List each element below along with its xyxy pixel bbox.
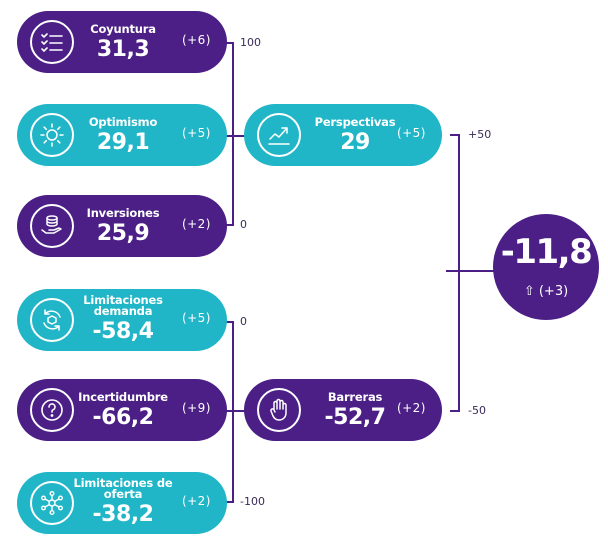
- connector-main-tick-bottom: [450, 410, 460, 412]
- indicator-label: Optimismo: [88, 115, 158, 129]
- scale-main-top: +50: [468, 128, 492, 141]
- connector-lower-vertical: [232, 321, 234, 503]
- cycle-box-icon: [30, 298, 74, 342]
- indicator-delta: (+9): [181, 401, 211, 415]
- scale-lower-bottom: -100: [240, 495, 265, 508]
- scale-lower-top: 0: [240, 315, 247, 328]
- connector-main-vertical: [458, 134, 460, 412]
- connector-upper-tick-bottom: [224, 224, 234, 226]
- indicator-limitaciones-demanda: Limitaciones demanda -58,4 (+5): [17, 289, 227, 351]
- indicator-delta: (+6): [181, 33, 211, 47]
- connector-main-to-total: [446, 270, 494, 272]
- group-barreras: Barreras -52,7 (+2): [244, 379, 442, 441]
- scale-upper-top: 100: [240, 36, 261, 49]
- indicator-value: 31,3: [96, 37, 150, 62]
- indicator-inversiones: Inversiones 25,9 (+2): [17, 195, 227, 257]
- indicator-value: -58,4: [92, 319, 154, 344]
- indicator-value: 29,1: [96, 130, 150, 155]
- indicator-coyuntura: Coyuntura 31,3 (+6): [17, 11, 227, 73]
- connector-upper-to-perspectivas: [226, 135, 246, 137]
- indicator-label: Limitaciones de oferta: [73, 476, 173, 501]
- scale-main-bottom: -50: [468, 404, 486, 417]
- group-label: Perspectivas: [314, 115, 396, 129]
- indicator-value: 25,9: [96, 221, 150, 246]
- connector-lower-tick-top: [224, 321, 234, 323]
- indicator-limitaciones-oferta: Limitaciones de oferta -38,2 (+2): [17, 472, 227, 534]
- group-label: Barreras: [327, 390, 383, 404]
- indicator-delta: (+5): [181, 311, 211, 325]
- coins-hand-icon: [30, 204, 74, 248]
- network-icon: [30, 481, 74, 525]
- indicator-delta: (+2): [181, 494, 211, 508]
- group-delta: (+5): [396, 126, 426, 140]
- connector-main-tick-top: [450, 134, 460, 136]
- total-delta-row: ⇧ (+3): [493, 284, 599, 299]
- connector-lower-to-barreras: [226, 410, 246, 412]
- sun-icon: [30, 113, 74, 157]
- indicator-label: Coyuntura: [90, 22, 156, 36]
- indicator-delta: (+2): [181, 217, 211, 231]
- group-value: 29: [340, 130, 370, 155]
- group-perspectivas: Perspectivas 29 (+5): [244, 104, 442, 166]
- total-value: -11,8: [500, 232, 593, 272]
- connector-upper-vertical: [232, 42, 234, 226]
- total-index-circle: -11,8 ⇧ (+3): [493, 214, 599, 320]
- connector-upper-tick-top: [224, 42, 234, 44]
- group-value: -52,7: [324, 405, 386, 430]
- up-arrow-icon: ⇧: [523, 284, 535, 299]
- indicator-value: -66,2: [92, 405, 154, 430]
- indicator-label: Limitaciones demanda: [83, 293, 163, 318]
- connector-lower-tick-bottom: [224, 501, 234, 503]
- indicator-delta: (+5): [181, 126, 211, 140]
- trend-chart-icon: [257, 113, 301, 157]
- indicator-value: -38,2: [92, 502, 154, 527]
- total-delta: (+3): [538, 284, 569, 299]
- group-delta: (+2): [396, 401, 426, 415]
- indicator-label: Inversiones: [86, 206, 160, 220]
- checklist-icon: [30, 20, 74, 64]
- question-icon: [30, 388, 74, 432]
- indicator-optimismo: Optimismo 29,1 (+5): [17, 104, 227, 166]
- scale-upper-bottom: 0: [240, 218, 247, 231]
- hand-stop-icon: [257, 388, 301, 432]
- indicator-label: Incertidumbre: [78, 390, 168, 404]
- indicator-incertidumbre: Incertidumbre -66,2 (+9): [17, 379, 227, 441]
